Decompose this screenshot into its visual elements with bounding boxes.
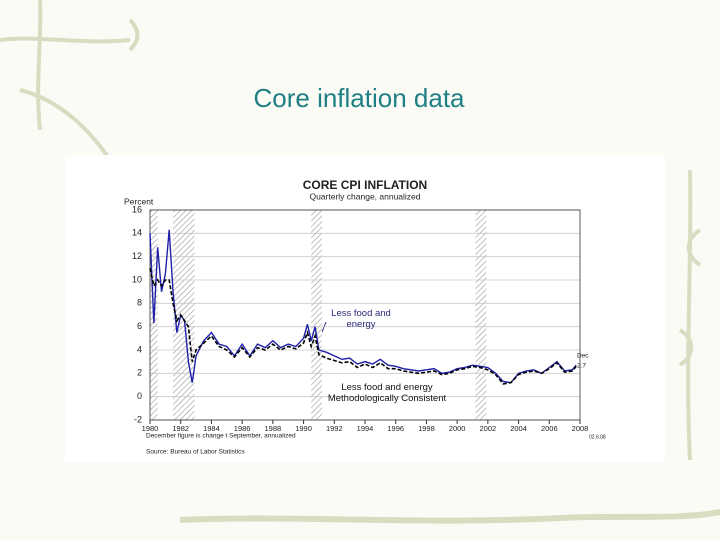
chart-subtitle: Quarterly change, annualized [309, 191, 420, 201]
slide-title: Core inflation data [253, 83, 465, 113]
x-tick-label: 1996 [387, 424, 404, 433]
x-tick-label: 2004 [510, 424, 527, 433]
x-tick-label: 1998 [418, 424, 435, 433]
x-tick-label: 1988 [265, 424, 282, 433]
y-tick-label: 14 [132, 228, 142, 238]
series-label: Less food and energy Methodologically Co… [327, 382, 447, 404]
chart-code: 02.6.08 [589, 434, 606, 440]
series-label: Less food and energy [331, 308, 391, 330]
chart-note: December figure is change t September, a… [146, 433, 296, 440]
y-tick-label: 6 [137, 321, 142, 331]
chart-source: Source: Bureau of Labor Statistics [146, 449, 245, 456]
x-tick-label: 1994 [357, 424, 374, 433]
y-tick-label: 10 [132, 274, 142, 284]
chart-panel [65, 155, 665, 462]
x-tick-label: 1990 [295, 424, 312, 433]
y-tick-label: 12 [132, 251, 142, 261]
y-tick-label: 2 [137, 368, 142, 378]
y-tick-label: 16 [132, 204, 142, 214]
last-value: 2.7 [577, 363, 586, 370]
recession-band [475, 210, 487, 420]
y-tick-label: -2 [134, 414, 142, 424]
x-tick-label: 1982 [172, 424, 189, 433]
y-tick-label: 8 [137, 298, 142, 308]
series-line [149, 229, 577, 384]
x-tick-label: 2006 [541, 424, 558, 433]
x-tick-label: 2000 [449, 424, 466, 433]
x-tick-label: 1986 [234, 424, 251, 433]
series-line [149, 268, 577, 385]
y-tick-label: 4 [137, 344, 142, 354]
vine-decoration [0, 0, 720, 524]
x-tick-label: 2002 [480, 424, 497, 433]
recession-band [311, 210, 322, 420]
x-tick-label: 2008 [572, 424, 589, 433]
chart-title: CORE CPI INFLATION [303, 178, 427, 192]
x-tick-label: 1980 [142, 424, 159, 433]
x-tick-label: 1984 [203, 424, 220, 433]
y-axis-label: Percent [124, 196, 154, 206]
last-label: Dec [577, 353, 589, 360]
plot-frame [149, 209, 581, 421]
y-tick-label: 0 [137, 391, 142, 401]
x-tick-label: 1992 [326, 424, 343, 433]
